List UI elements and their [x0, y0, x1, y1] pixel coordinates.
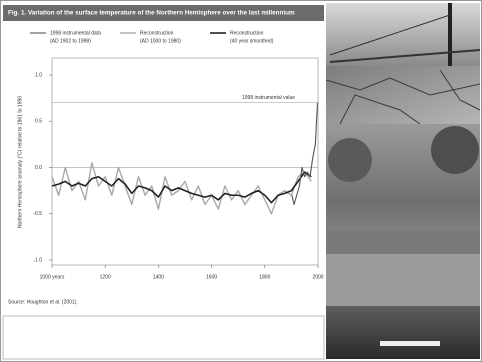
y-tick-label: -1.0 — [33, 257, 42, 263]
y-tick-label: -0.5 — [33, 211, 42, 217]
series-line — [51, 162, 312, 215]
reference-label: 1998 instrumental value — [242, 95, 295, 101]
title-bar — [3, 5, 324, 21]
boat — [380, 341, 440, 346]
y-axis-label: Northern Hemisphere anomaly (°C) relativ… — [17, 96, 23, 228]
legend-period: (AD 1000 to 1980) — [140, 38, 181, 44]
legend-period: (AD 1902 to 1998) — [50, 38, 91, 44]
chart-title: Fig. 1. Variation of the surface tempera… — [8, 10, 295, 17]
y-tick-label: 0.0 — [35, 165, 42, 171]
source: Source: Houghton et al. (2001). — [8, 299, 78, 305]
deck — [329, 49, 481, 63]
plot-frame — [51, 57, 319, 266]
cracks — [325, 69, 481, 125]
ground — [326, 230, 480, 254]
photo-earth — [326, 66, 480, 124]
legend-label: 1998 instrumental data — [50, 30, 101, 36]
photo-water — [326, 306, 480, 359]
tree — [431, 126, 479, 174]
x-tick-label: 1600 — [206, 274, 217, 280]
photo-flood — [326, 254, 480, 306]
legend-label: Reconstruction — [140, 30, 174, 36]
x-tick-label: 1200 — [100, 274, 111, 280]
x-tick-label: 1400 — [153, 274, 164, 280]
x-tick-label: 1800 — [259, 274, 270, 280]
text-box — [2, 315, 325, 360]
x-tick-label: 1000 years — [40, 274, 65, 280]
y-tick-label: 0.5 — [35, 119, 42, 125]
series-line — [51, 171, 312, 204]
x-tick-label: 2000 — [312, 274, 323, 280]
series-line — [291, 102, 319, 206]
cable — [329, 14, 451, 56]
photos — [325, 3, 481, 359]
legend-label: Reconstruction — [230, 30, 264, 36]
tree — [328, 138, 372, 182]
y-tick-label: 1.0 — [35, 72, 42, 78]
legend-period: (40 year smoothed) — [230, 38, 274, 44]
